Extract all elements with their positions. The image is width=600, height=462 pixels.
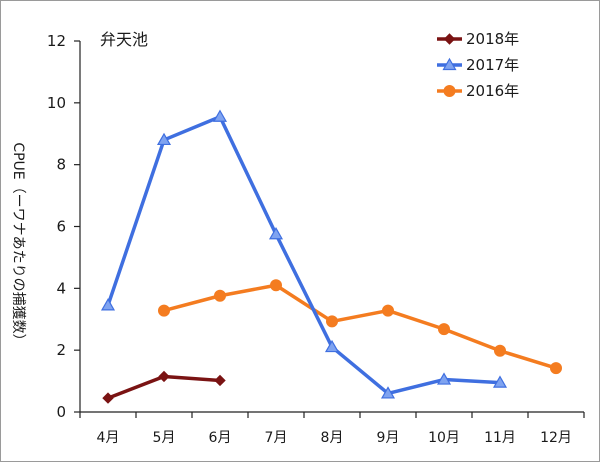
y-tick-label: 0: [56, 403, 66, 421]
y-ticks: 0 2 4 6 8 10 12: [47, 32, 80, 421]
data-point: [436, 372, 452, 385]
data-point: [380, 386, 396, 399]
y-tick-label: 8: [56, 156, 66, 174]
x-tick-label: 7月: [265, 430, 288, 446]
legend-label: 2016年: [466, 82, 519, 100]
data-point: [326, 315, 338, 328]
data-point: [324, 339, 340, 353]
x-tick-label: 9月: [377, 430, 400, 446]
series-line: [163, 283, 557, 370]
legend-marker: [443, 33, 456, 45]
y-tick-label: 6: [56, 218, 66, 236]
x-tick-label: 12月: [540, 430, 572, 446]
data-point: [212, 109, 228, 122]
x-tick-label: 10月: [428, 430, 460, 446]
data-point: [550, 362, 562, 375]
series-2018年: [102, 370, 226, 404]
data-point: [102, 392, 114, 404]
legend-item: 2016年: [437, 82, 519, 100]
legend-label: 2017年: [466, 56, 519, 74]
x-tick-label: 8月: [321, 430, 344, 446]
y-tick-label: 4: [56, 279, 66, 297]
x-tick-label: 11月: [484, 430, 516, 446]
x-ticks: 4月 5月 6月 7月 8月 9月 10月 11月 12月: [79, 412, 585, 446]
x-tick-label: 5月: [153, 430, 176, 446]
data-point: [438, 323, 450, 336]
x-tick-label: 6月: [209, 430, 232, 446]
y-axis-label: CPUE（ーワナあたりの捕獲数）: [10, 142, 26, 347]
data-point: [492, 375, 508, 388]
x-tick-label: 4月: [97, 430, 120, 446]
data-point: [270, 279, 282, 292]
data-point: [158, 370, 170, 383]
legend-item: 2018年: [437, 30, 519, 48]
data-point: [214, 289, 226, 302]
legend-marker: [443, 85, 456, 97]
data-point: [382, 304, 394, 317]
data-point: [156, 132, 172, 146]
data-point: [100, 298, 116, 311]
data-point: [494, 344, 506, 357]
data-point: [158, 304, 170, 317]
data-point: [214, 374, 226, 387]
chart-title: 弁天池: [100, 30, 148, 49]
series-2017年: [100, 109, 508, 399]
series-2016年: [158, 279, 562, 375]
y-tick-label: 2: [56, 341, 66, 359]
data-point: [268, 227, 284, 240]
legend-marker: [442, 57, 457, 71]
series-layer: [100, 109, 562, 404]
y-tick-label: 10: [47, 94, 66, 112]
series-line: [106, 114, 501, 396]
y-tick-label: 12: [47, 32, 66, 50]
legend-label: 2018年: [466, 30, 519, 48]
legend-item: 2017年: [437, 56, 519, 74]
legend: 2018年 2017年 2016年: [437, 30, 519, 100]
